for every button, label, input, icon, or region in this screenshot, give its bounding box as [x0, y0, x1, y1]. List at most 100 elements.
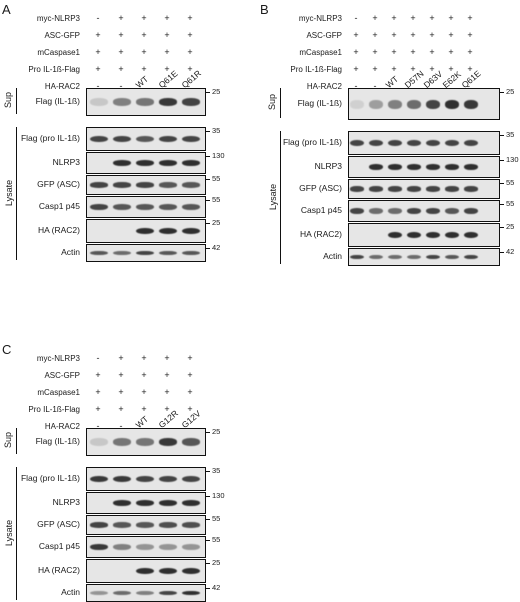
blot-band	[407, 208, 421, 214]
blot-label: HA (RAC2)	[299, 229, 342, 239]
condition-sign: +	[187, 404, 193, 414]
condition-sign: +	[372, 30, 378, 40]
blot-band	[90, 522, 108, 528]
condition-sign: +	[118, 370, 124, 380]
blot-band	[113, 500, 131, 506]
blot-band	[159, 182, 177, 188]
blot-label: Flag (pro IL-1ß)	[20, 133, 80, 143]
lysate-group-label: Lysate	[268, 183, 279, 210]
lysate-group-label: Lysate	[4, 519, 15, 546]
condition-sign: +	[429, 13, 435, 23]
condition-sign: -	[96, 13, 100, 23]
blot-label: Actin	[61, 247, 80, 257]
mw-marker: 55	[212, 535, 221, 544]
condition-sign: +	[187, 353, 193, 363]
blot-band	[407, 164, 421, 170]
blot-band	[388, 231, 402, 239]
mw-marker: 55	[506, 199, 515, 208]
mw-marker: 25	[506, 87, 515, 96]
blot-band	[90, 250, 108, 256]
blot-label: GFP (ASC)	[299, 183, 342, 193]
blot-band	[388, 164, 402, 170]
blot-band	[90, 590, 108, 596]
blot-band	[407, 231, 421, 239]
mw-marker: 130	[212, 491, 225, 500]
condition-sign: +	[187, 13, 193, 23]
condition-label: Pro IL-1ß-Flag	[28, 405, 80, 414]
sup-group-label: Sup	[3, 91, 14, 109]
condition-label: mCaspase1	[299, 48, 342, 57]
mw-tick	[205, 540, 210, 541]
condition-sign: +	[187, 64, 193, 74]
sup-group-label: Sup	[3, 431, 14, 449]
blot-strip	[348, 88, 500, 120]
mw-tick	[499, 227, 504, 228]
mw-tick	[205, 248, 210, 249]
blot-band	[182, 475, 200, 483]
lysate-bracket	[16, 467, 17, 600]
mw-marker: 25	[212, 218, 221, 227]
condition-sign: +	[448, 47, 454, 57]
condition-label: mCaspase1	[37, 48, 80, 57]
mw-tick	[205, 223, 210, 224]
blot-label: GFP (ASC)	[37, 519, 80, 529]
condition-sign: -	[119, 81, 123, 91]
blot-label: Flag (IL-1ß)	[35, 96, 80, 106]
blot-band	[182, 567, 200, 575]
mw-tick	[499, 204, 504, 205]
lysate-group-label: Lysate	[4, 179, 15, 206]
mw-marker: 55	[212, 195, 221, 204]
blot-band	[159, 250, 177, 256]
condition-sign: +	[141, 47, 147, 57]
blot-label: HA (RAC2)	[37, 225, 80, 235]
blot-band	[136, 98, 154, 106]
blot-band	[464, 139, 478, 147]
condition-label: myc-NLRP3	[298, 14, 342, 23]
blot-band	[90, 182, 108, 188]
blot-band	[182, 438, 200, 446]
condition-sign: +	[118, 13, 124, 23]
blot-label: NLRP3	[52, 157, 80, 167]
condition-label: myc-NLRP3	[36, 354, 80, 363]
condition-sign: +	[141, 13, 147, 23]
blot-band	[464, 208, 478, 214]
sup-bracket	[16, 88, 17, 114]
blot-band	[369, 254, 383, 260]
lane-label: D63V	[421, 68, 445, 90]
lane-label: Q61E	[459, 68, 483, 90]
condition-sign: +	[410, 64, 416, 74]
blot-band	[464, 164, 478, 170]
mw-marker: 25	[212, 558, 221, 567]
lane-label: Q61E	[156, 68, 180, 90]
blot-band	[90, 544, 108, 550]
blot-strip	[86, 467, 206, 491]
blot-band	[113, 522, 131, 528]
condition-sign: +	[353, 64, 359, 74]
blot-strip	[86, 584, 206, 602]
condition-sign: +	[118, 30, 124, 40]
blot-band	[136, 438, 154, 446]
blot-band	[350, 139, 364, 147]
lysate-bracket	[16, 127, 17, 260]
blot-label: Casp1 p45	[300, 205, 342, 215]
mw-tick	[205, 471, 210, 472]
condition-sign: +	[164, 370, 170, 380]
blot-band	[426, 99, 440, 109]
blot-band	[113, 438, 131, 446]
lane-label: G12R	[156, 408, 181, 430]
condition-sign: +	[118, 353, 124, 363]
mw-marker: 130	[506, 155, 519, 164]
blot-strip	[348, 156, 500, 178]
blot-label: NLRP3	[52, 497, 80, 507]
blot-band	[369, 99, 383, 109]
blot-band	[113, 250, 131, 256]
mw-marker: 55	[212, 514, 221, 523]
lane-label: Q61R	[179, 68, 204, 90]
sup-bracket	[16, 428, 17, 454]
condition-sign: +	[164, 387, 170, 397]
blot-strip	[86, 559, 206, 583]
mw-marker: 55	[212, 174, 221, 183]
mw-marker: 35	[212, 466, 221, 475]
blot-band	[159, 135, 177, 143]
blot-strip	[348, 131, 500, 155]
